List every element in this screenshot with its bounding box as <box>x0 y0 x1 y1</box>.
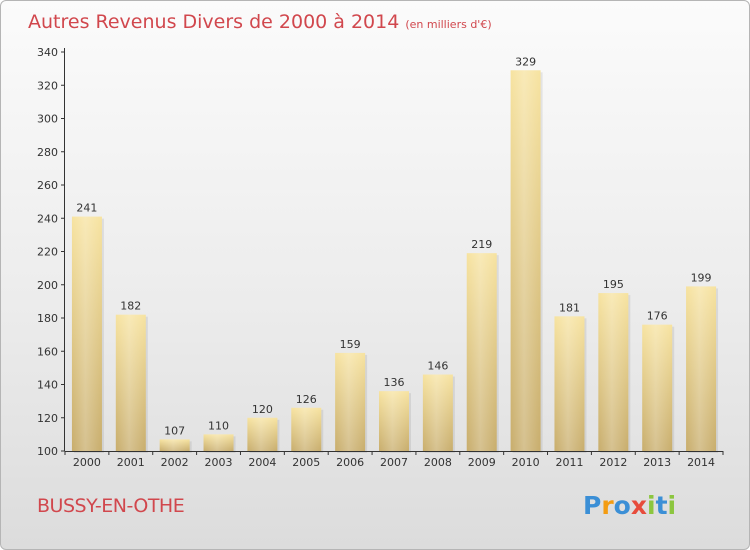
y-tick-label: 340 <box>37 46 58 59</box>
chart-subtitle: (en milliers d'€) <box>405 18 492 31</box>
x-tick-label: 2004 <box>248 456 276 469</box>
bars-layer: 241 182 107 110 120 126 159 136 146 219 329 181 195 1… <box>71 55 719 453</box>
data-label: 107 <box>164 424 185 437</box>
brand-letter: r <box>601 491 614 520</box>
x-tick-label: 2006 <box>336 456 364 469</box>
x-tick-label: 2000 <box>73 456 101 469</box>
bar-highlight <box>686 286 717 451</box>
brand-letter: i <box>667 491 677 520</box>
chart-title-block: Autres Revenus Divers de 2000 à 2014 (en … <box>28 11 492 33</box>
bar-highlight <box>71 216 102 451</box>
data-label: 181 <box>559 301 580 314</box>
brand-logo: Proxiti <box>583 491 676 520</box>
y-tick-label: 160 <box>37 345 58 358</box>
x-tick-label: 2001 <box>117 456 145 469</box>
bar-highlight <box>379 391 409 451</box>
brand-letter: t <box>655 491 668 520</box>
data-label: 176 <box>647 310 668 323</box>
x-tick-label: 2011 <box>555 456 583 469</box>
x-tick-label: 2008 <box>424 456 452 469</box>
y-tick-label: 140 <box>37 379 58 392</box>
brand-letter: i <box>647 491 656 520</box>
bar-highlight <box>642 324 673 451</box>
data-label: 110 <box>208 419 229 432</box>
data-label: 195 <box>603 278 624 291</box>
data-label: 182 <box>120 300 141 313</box>
y-tick-label: 200 <box>37 279 58 292</box>
x-tick-label: 2003 <box>205 456 233 469</box>
brand-letter: P <box>583 491 602 520</box>
data-label: 219 <box>471 238 492 251</box>
data-label: 120 <box>252 403 273 416</box>
data-label: 136 <box>384 376 405 389</box>
data-label: 329 <box>515 55 536 68</box>
x-tick-label: 2005 <box>292 456 320 469</box>
chart-title: Autres Revenus Divers de 2000 à 2014 <box>28 11 400 33</box>
x-tick-label: 2013 <box>643 456 671 469</box>
y-tick-label: 320 <box>37 79 58 92</box>
bar-highlight <box>510 70 541 451</box>
data-label: 241 <box>76 202 97 215</box>
brand-letter: o <box>613 491 631 520</box>
y-tick-label: 260 <box>37 179 58 192</box>
bar-highlight <box>554 316 585 451</box>
y-tick-label: 220 <box>37 246 58 259</box>
place-name: BUSSY-EN-OTHE <box>37 495 185 517</box>
y-tick-label: 240 <box>37 212 58 225</box>
data-label: 159 <box>340 338 361 351</box>
x-tick-label: 2007 <box>380 456 408 469</box>
y-tick-label: 100 <box>37 445 58 458</box>
bar-highlight <box>422 374 453 451</box>
y-tick-label: 120 <box>37 412 58 425</box>
x-tick-label: 2010 <box>512 456 540 469</box>
bar-highlight <box>115 314 146 451</box>
x-tick-label: 2009 <box>468 456 496 469</box>
bar-highlight <box>335 352 366 451</box>
x-tick-label: 2012 <box>599 456 627 469</box>
bar-highlight <box>291 407 322 451</box>
x-tick-label: 2014 <box>687 456 715 469</box>
y-tick-label: 300 <box>37 113 58 126</box>
brand-letter: x <box>630 491 647 520</box>
bar-highlight <box>203 434 234 451</box>
bar-highlight <box>466 253 497 451</box>
bar-highlight <box>247 417 278 451</box>
bar-highlight <box>598 293 629 451</box>
axes-layer: 2000 2001 2002 2003 2004 2005 2006 2007 2008 2009… <box>37 46 724 469</box>
y-tick-label: 280 <box>37 146 58 159</box>
data-label: 199 <box>691 271 712 284</box>
bar-highlight <box>159 439 190 451</box>
x-tick-label: 2002 <box>161 456 189 469</box>
data-label: 146 <box>427 360 448 373</box>
y-tick-label: 180 <box>37 312 58 325</box>
data-label: 126 <box>296 393 317 406</box>
